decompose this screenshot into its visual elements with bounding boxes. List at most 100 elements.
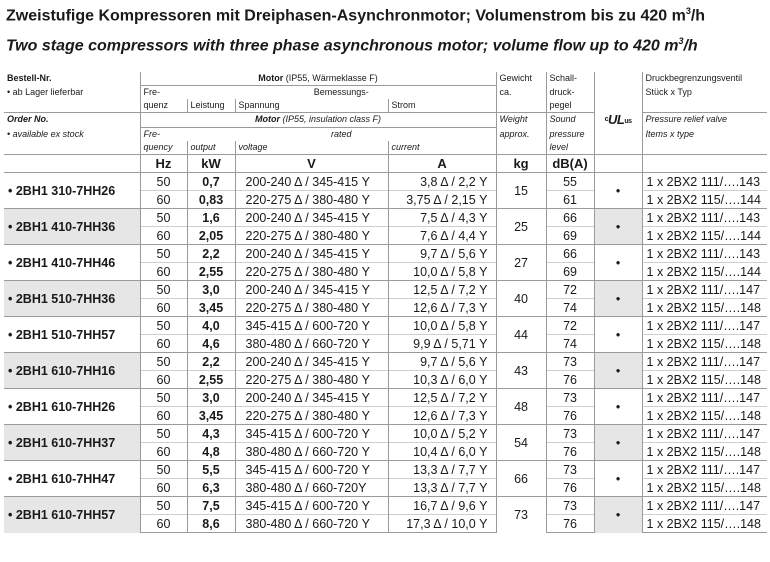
voltage-cell: 380-480 Δ / 660-720 Y: [234, 334, 388, 353]
voltage-cell: 200-240 Δ / 345-415 Y: [234, 172, 388, 191]
frequency-cell: 50: [139, 496, 187, 515]
voltage-cell: 200-240 Δ / 345-415 Y: [234, 388, 388, 407]
sound-level-cell: 76: [545, 514, 595, 533]
sound-level-cell: 72: [545, 280, 595, 299]
valve-cell: 1 x 2BX2 111/….147: [641, 280, 768, 299]
order-number: • 2BH1 410-7HH46: [4, 244, 140, 281]
sound-level-cell: 74: [545, 334, 595, 353]
frequency-cell: 60: [139, 442, 187, 461]
weight-cell: 43: [495, 352, 547, 389]
voltage-cell: 345-415 Δ / 600-720 Y: [234, 496, 388, 515]
table-row: 60 0,83 220-275 Δ / 380-480 Y 3,75 Δ / 2,15…: [4, 190, 768, 209]
current-cell: 9,7 Δ / 5,6 Y: [387, 352, 497, 371]
header-order-no-de: Bestell-Nr.: [7, 73, 52, 83]
header-valve-de: Druckbegrenzungsventil: [641, 72, 768, 86]
certified-mark: •: [593, 208, 643, 245]
order-number: • 2BH1 610-7HH26: [4, 388, 140, 425]
frequency-cell: 60: [139, 406, 187, 425]
output-cell: 4,8: [186, 442, 235, 461]
output-cell: 5,5: [186, 460, 235, 479]
cul-us-certification-icon: cULus: [604, 112, 632, 127]
voltage-cell: 200-240 Δ / 345-415 Y: [234, 244, 388, 263]
title-german: Zweistufige Kompressoren mit Dreiphasen-…: [6, 6, 706, 25]
header-valve-en-2: Items x type: [641, 127, 768, 141]
sound-level-cell: 72: [545, 316, 595, 335]
table-row: • 2BH1 610-7HH57 50 7,5 345-415 Δ / 600-720…: [4, 496, 768, 533]
order-number: • 2BH1 510-7HH57: [4, 316, 140, 353]
table-row: 60 4,8 380-480 Δ / 660-720 Y 10,4 Δ / 6,0 Y…: [4, 442, 768, 461]
sound-level-cell: 74: [545, 298, 595, 317]
header-voltage-de: Spannung: [234, 99, 388, 113]
order-number: • 2BH1 610-7HH57: [4, 496, 140, 533]
order-number: • 2BH1 610-7HH16: [4, 352, 140, 389]
header-sound-en-3: level: [545, 141, 595, 155]
sound-level-cell: 76: [545, 406, 595, 425]
table-row: 60 2,55 220-275 Δ / 380-480 Y 10,3 Δ / 6,0 …: [4, 370, 768, 389]
frequency-cell: 50: [139, 244, 187, 263]
order-number: • 2BH1 610-7HH37: [4, 424, 140, 461]
current-cell: 3,8 Δ / 2,2 Y: [387, 172, 497, 191]
header-weight-en: Weight: [495, 112, 547, 128]
valve-cell: 1 x 2BX2 111/….147: [641, 496, 768, 515]
voltage-cell: 220-275 Δ / 380-480 Y: [234, 298, 388, 317]
header-valve-en: Pressure relief valve: [641, 112, 768, 128]
voltage-cell: 380-480 Δ / 660-720 Y: [234, 514, 388, 533]
sound-level-cell: 73: [545, 460, 595, 479]
current-cell: 12,6 Δ / 7,3 Y: [387, 406, 497, 425]
current-cell: 7,6 Δ / 4,4 Y: [387, 226, 497, 245]
table-row: • 2BH1 310-7HH26 50 0,7 200-240 Δ / 345-415…: [4, 172, 768, 209]
table-row: • 2BH1 610-7HH47 50 5,5 345-415 Δ / 600-720…: [4, 460, 768, 497]
header-motor-en: Motor (IP55, insulation class F): [139, 112, 497, 128]
voltage-cell: 220-275 Δ / 380-480 Y: [234, 262, 388, 281]
order-number: • 2BH1 610-7HH47: [4, 460, 140, 497]
weight-cell: 48: [495, 388, 547, 425]
frequency-cell: 60: [139, 298, 187, 317]
current-cell: 17,3 Δ / 10,0 Y: [387, 514, 497, 533]
sound-level-cell: 76: [545, 478, 595, 497]
weight-cell: 54: [495, 424, 547, 461]
current-cell: 13,3 Δ / 7,7 Y: [387, 460, 497, 479]
table-row: • 2BH1 410-7HH46 50 2,2 200-240 Δ / 345-415…: [4, 244, 768, 281]
valve-cell: 1 x 2BX2 115/….148: [641, 442, 768, 461]
output-cell: 0,83: [186, 190, 235, 209]
certified-mark: •: [593, 172, 643, 209]
certified-mark: •: [593, 460, 643, 497]
voltage-cell: 220-275 Δ / 380-480 Y: [234, 226, 388, 245]
table-row: • 2BH1 510-7HH36 50 3,0 200-240 Δ / 345-415…: [4, 280, 768, 317]
header-row-de-1: Bestell-Nr. Motor (IP55, Wärmeklasse F) …: [4, 72, 768, 113]
weight-cell: 40: [495, 280, 547, 317]
output-cell: 4,3: [186, 424, 235, 443]
valve-cell: 1 x 2BX2 111/….147: [641, 424, 768, 443]
valve-cell: 1 x 2BX2 111/….147: [641, 316, 768, 335]
voltage-cell: 345-415 Δ / 600-720 Y: [234, 460, 388, 479]
header-freq-de-2: quenz: [139, 99, 187, 113]
header-rated-de: Bemessungs-: [187, 85, 497, 99]
current-cell: 3,75 Δ / 2,15 Y: [387, 190, 497, 209]
certified-mark: •: [593, 244, 643, 281]
weight-cell: 73: [495, 496, 547, 533]
voltage-cell: 380-480 Δ / 660-720Y: [234, 478, 388, 497]
valve-cell: 1 x 2BX2 111/….143: [641, 244, 768, 263]
sound-level-cell: 73: [545, 388, 595, 407]
header-freq-en-1: Fre-: [139, 127, 187, 141]
cert-badge-cell: cULus: [593, 112, 643, 128]
table-row: 60 6,3 380-480 Δ / 660-720Y 13,3 Δ / 7,7 Y 7…: [4, 478, 768, 497]
output-cell: 7,5: [186, 496, 235, 515]
sound-level-cell: 73: [545, 496, 595, 515]
weight-cell: 15: [495, 172, 547, 209]
table-row: • 2BH1 610-7HH16 50 2,2 200-240 Δ / 345-415…: [4, 352, 768, 389]
header-ex-stock-en: • available ex stock: [7, 128, 84, 139]
header-ex-stock-de: • ab Lager lieferbar: [7, 86, 84, 97]
frequency-cell: 50: [139, 316, 187, 335]
sound-level-cell: 55: [545, 172, 595, 191]
valve-cell: 1 x 2BX2 115/….148: [641, 370, 768, 389]
header-freq-de-1: Fre-: [139, 85, 187, 99]
header-order-no-en: Order No.: [4, 112, 140, 128]
sound-level-cell: 66: [545, 244, 595, 263]
header-row-de-3: quenz Leistung Spannung Strom pegel: [4, 99, 768, 113]
voltage-cell: 345-415 Δ / 600-720 Y: [234, 424, 388, 443]
table-row: 60 3,45 220-275 Δ / 380-480 Y 12,6 Δ / 7,3 …: [4, 406, 768, 425]
table-row: • 2BH1 510-7HH57 50 4,0 345-415 Δ / 600-720…: [4, 316, 768, 353]
current-cell: 12,6 Δ / 7,3 Y: [387, 298, 497, 317]
header-output-de: Leistung: [186, 99, 235, 113]
